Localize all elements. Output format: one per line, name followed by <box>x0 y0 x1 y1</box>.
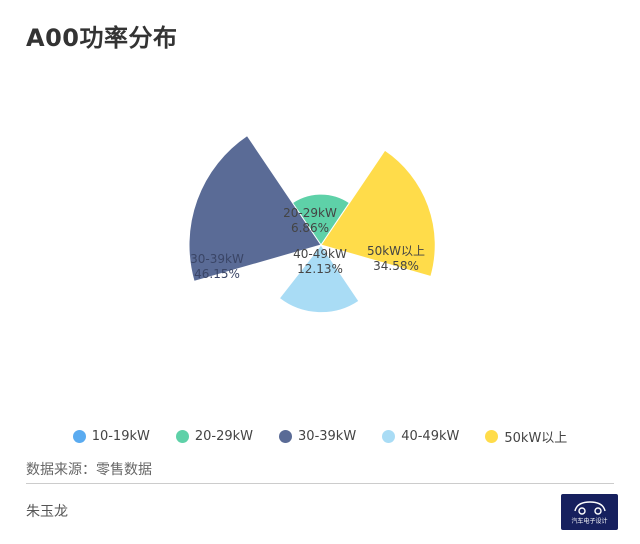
legend-label-2: 30-39kW <box>298 429 357 444</box>
legend-swatch-0 <box>72 430 86 443</box>
logo-text: 汽车电子设计 <box>571 518 608 525</box>
slice-category-label-3: 40-49kW <box>293 247 347 261</box>
legend-label-0: 10-19kW <box>91 429 150 444</box>
rose-slice-4 <box>320 149 436 278</box>
legend-item-2[interactable]: 30-39kW <box>279 427 356 446</box>
rose-slice-3 <box>278 244 360 314</box>
chart-title: A00功率分布 <box>26 24 178 52</box>
footer-divider <box>26 483 614 484</box>
slice-value-label-2: 46.15% <box>194 267 240 281</box>
slice-category-label-2: 30-39kW <box>190 252 244 266</box>
chart-legend: 10-19kW 20-29kW 30-39kW 40-49kW 50kW以上 <box>0 427 640 446</box>
author-name: 朱玉龙 <box>26 504 68 520</box>
slice-value-label-1: 6.86% <box>291 221 329 235</box>
slice-value-label-3: 12.13% <box>297 262 343 276</box>
legend-item-0[interactable]: 10-19kW <box>72 427 150 446</box>
legend-swatch-3 <box>382 430 396 443</box>
data-source: 数据来源：零售数据 <box>26 462 152 478</box>
legend-swatch-2 <box>279 430 293 443</box>
legend-label-4: 50kW以上 <box>504 431 568 446</box>
slice-category-label-4: 50kW以上 <box>367 244 425 258</box>
rose-slice-2 <box>188 134 322 283</box>
legend-swatch-1 <box>175 430 189 443</box>
legend-item-3[interactable]: 40-49kW <box>382 427 459 446</box>
legend-swatch-4 <box>485 430 499 443</box>
legend-label-3: 40-49kW <box>401 429 460 444</box>
legend-item-4[interactable]: 50kW以上 <box>485 427 567 446</box>
car-icon <box>573 501 606 515</box>
slice-value-label-4: 34.58% <box>373 259 419 273</box>
legend-item-1[interactable]: 20-29kW <box>175 427 254 446</box>
slice-category-label-1: 20-29kW <box>283 206 337 220</box>
brand-logo: 汽车电子设计 <box>561 494 618 530</box>
legend-label-1: 20-29kW <box>194 429 254 444</box>
